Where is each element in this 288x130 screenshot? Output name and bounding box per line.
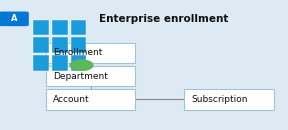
Circle shape [70,60,93,70]
Text: Enrollment: Enrollment [53,48,102,57]
FancyBboxPatch shape [52,20,68,35]
FancyBboxPatch shape [52,55,68,71]
FancyBboxPatch shape [46,66,135,86]
FancyBboxPatch shape [33,55,49,71]
Text: Subscription: Subscription [191,95,247,104]
Text: Department: Department [53,72,108,81]
FancyBboxPatch shape [71,55,86,71]
FancyBboxPatch shape [0,12,29,26]
FancyBboxPatch shape [33,37,49,53]
FancyBboxPatch shape [71,37,86,53]
Text: Account: Account [53,95,89,104]
FancyBboxPatch shape [52,37,68,53]
FancyBboxPatch shape [46,89,135,109]
FancyBboxPatch shape [184,89,274,109]
Text: Enterprise enrollment: Enterprise enrollment [99,14,229,24]
FancyBboxPatch shape [71,20,86,35]
FancyBboxPatch shape [33,20,49,35]
Text: A: A [11,14,17,23]
FancyBboxPatch shape [46,43,135,63]
